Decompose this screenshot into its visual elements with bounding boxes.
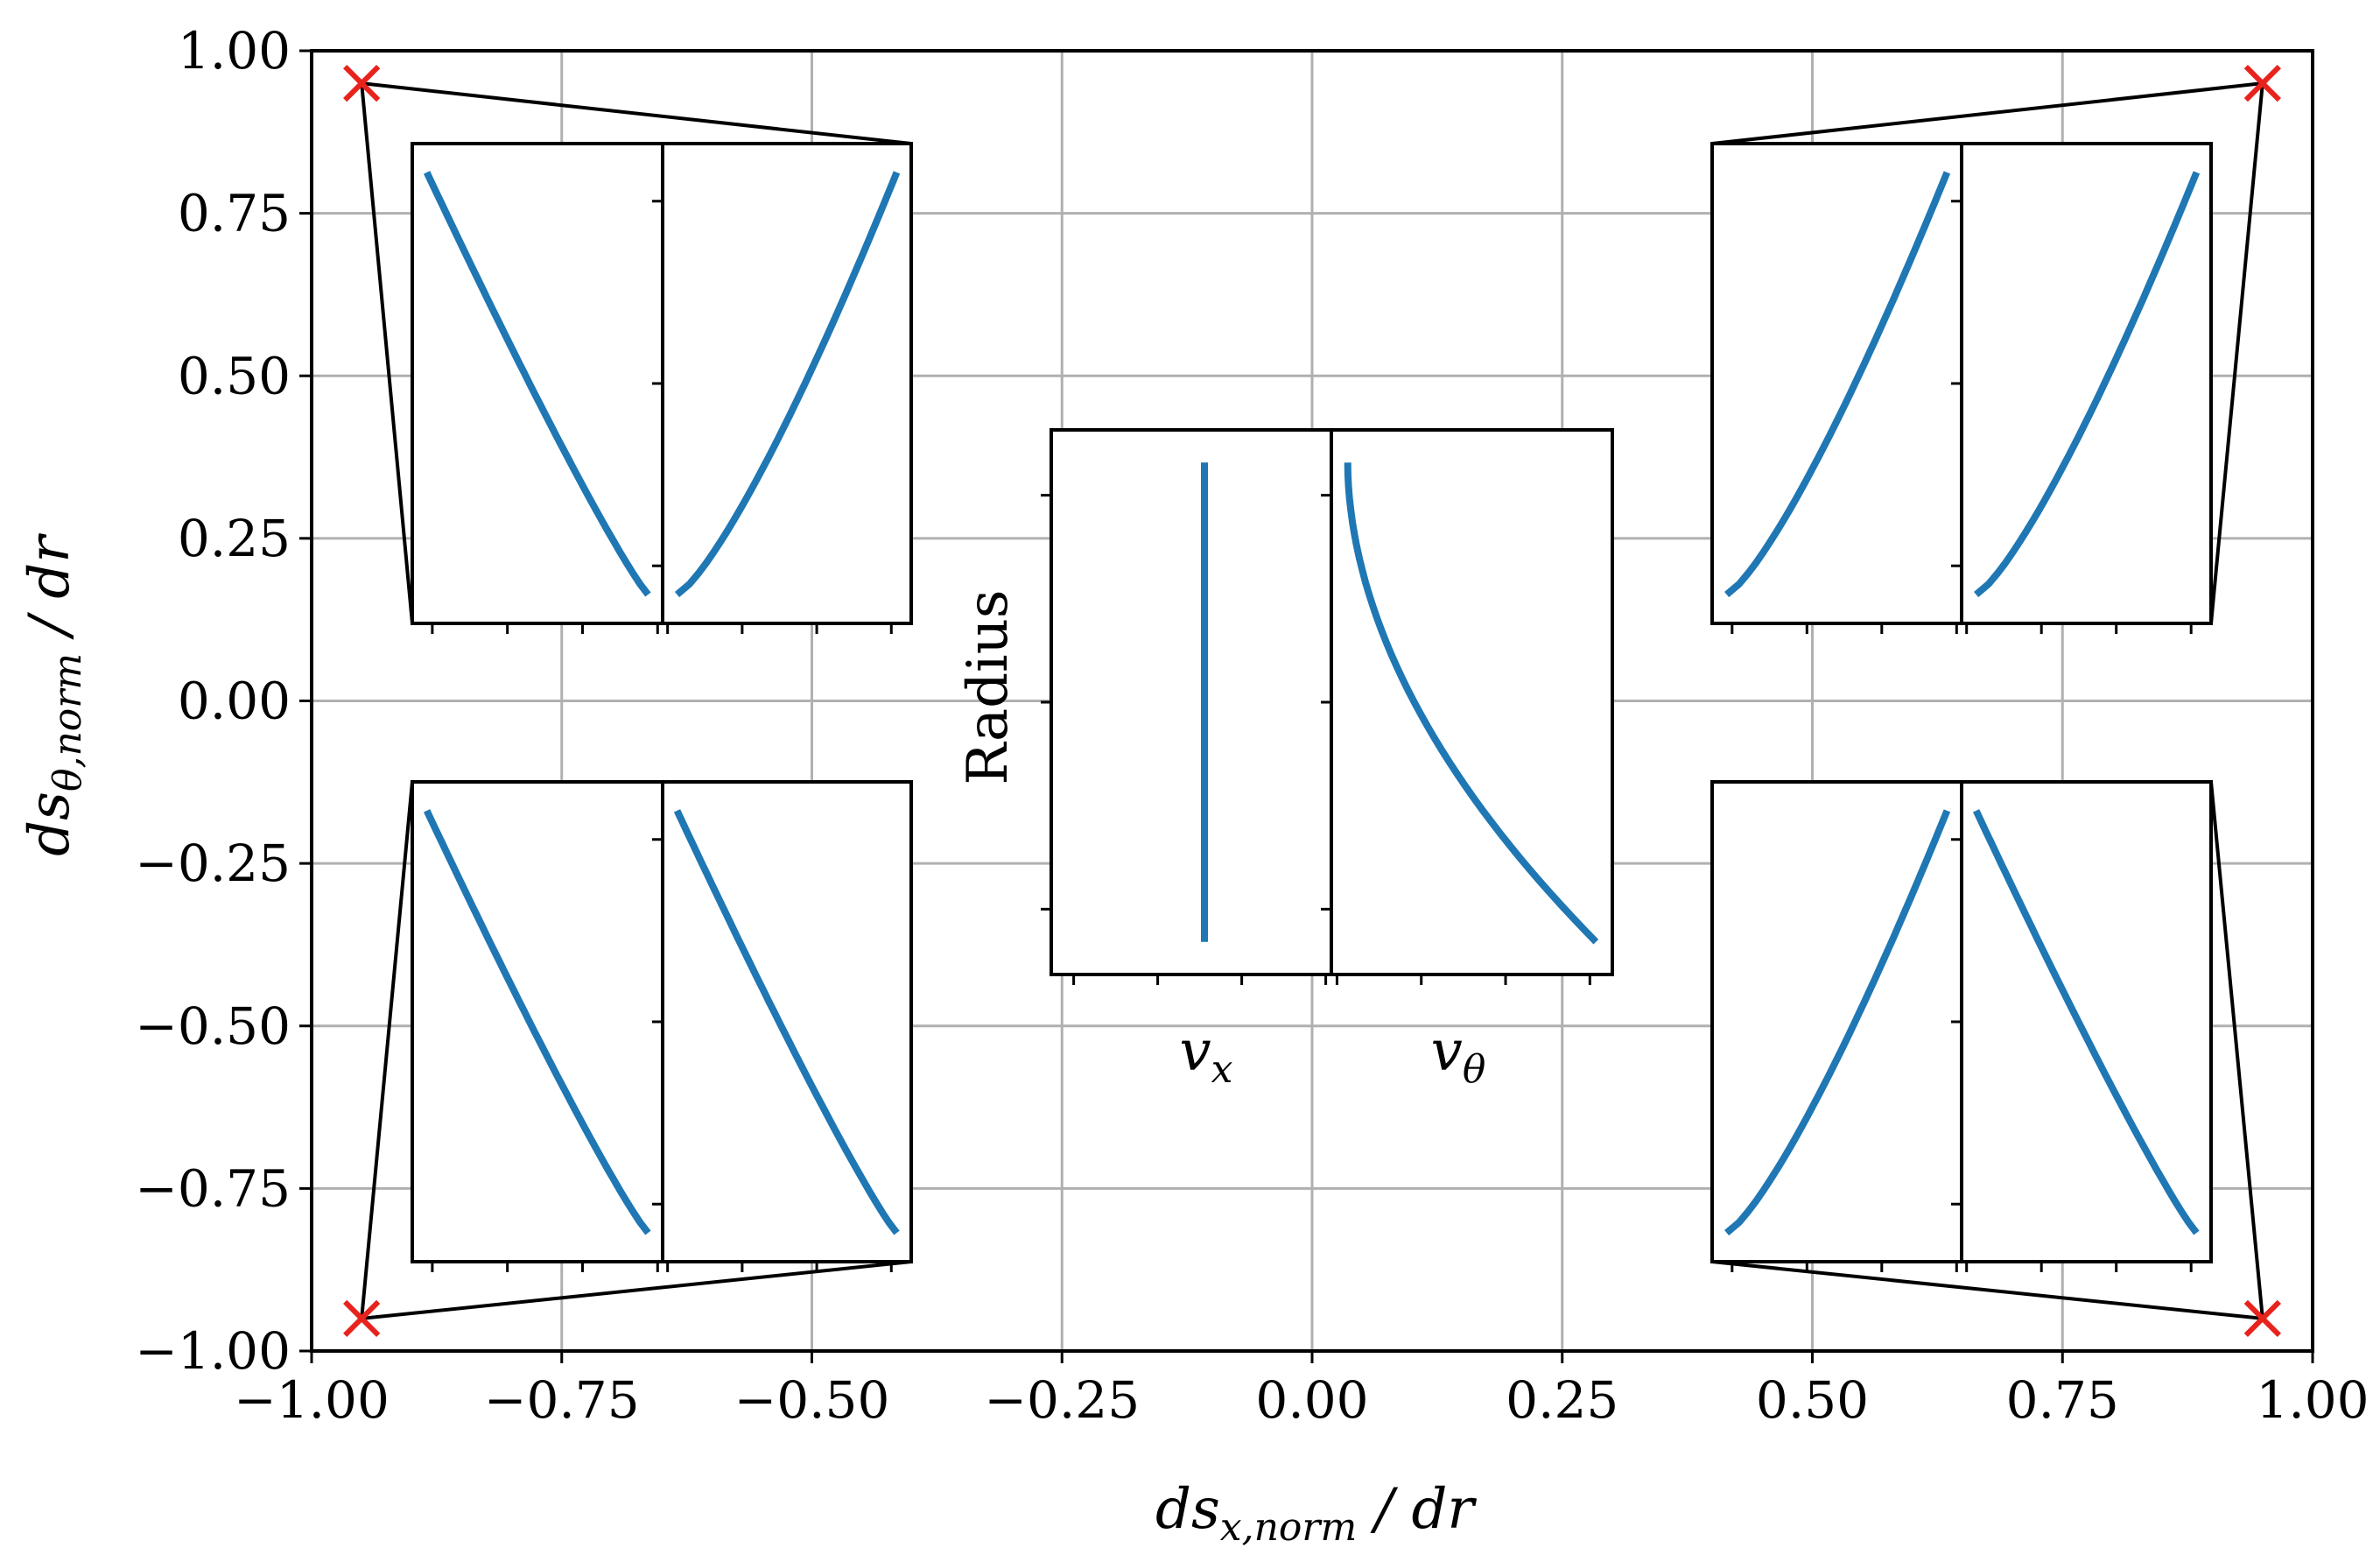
y-tick-label: −1.00 xyxy=(135,1321,291,1381)
inset-bottom-left xyxy=(411,780,913,1272)
y-tick-label: 0.00 xyxy=(178,672,291,731)
inset-connectors xyxy=(360,81,2264,1320)
x-tick-label: −1.00 xyxy=(234,1370,390,1430)
x-tick-label: 0.75 xyxy=(2006,1370,2119,1430)
inset-curve-vtheta xyxy=(673,809,900,1235)
inset-curve-vtheta xyxy=(1344,462,1599,945)
y-tick-label: 0.50 xyxy=(178,346,291,405)
center-inset-xlabel-vtheta: vθ xyxy=(1431,1019,1486,1092)
x-tick-label: 0.25 xyxy=(1506,1370,1618,1430)
y-tick-label: 0.75 xyxy=(178,184,291,243)
x-marker xyxy=(2243,1299,2281,1337)
y-tick-label: −0.50 xyxy=(135,996,291,1056)
connector-line xyxy=(360,781,414,1319)
connector-line xyxy=(361,81,912,145)
inset-curve-vtheta xyxy=(674,171,901,598)
svg-text:dsθ,norm / dr: dsθ,norm / dr xyxy=(18,533,90,856)
x-axis-title: dsx,norm / dr xyxy=(1155,1477,1477,1550)
x-tick-label: −0.50 xyxy=(734,1370,890,1430)
x-marker xyxy=(2243,65,2281,102)
y-tick-label: −0.75 xyxy=(135,1158,291,1218)
y-tick-label: −0.25 xyxy=(135,834,291,893)
inset-curve-vx xyxy=(423,809,651,1235)
x-marker-stroke xyxy=(343,65,381,102)
x-tick-label: −0.75 xyxy=(484,1370,640,1430)
x-marker-stroke xyxy=(343,1299,381,1337)
y-tick-label: 0.25 xyxy=(178,509,291,568)
inset-bottom-right xyxy=(1710,780,2213,1272)
inset-curve-vtheta xyxy=(1974,171,2201,598)
x-marker-stroke xyxy=(2243,1299,2281,1337)
x-marker xyxy=(343,65,381,102)
y-axis-title: dsθ,norm / dr xyxy=(18,533,90,856)
markers xyxy=(343,65,2281,1337)
inset-top-left xyxy=(411,142,913,634)
connector-line xyxy=(2209,781,2264,1319)
x-tick-label: 1.00 xyxy=(2256,1370,2369,1430)
x-tick-label: −0.25 xyxy=(984,1370,1140,1430)
axis-ticks: −1.00 −0.75 −0.50 −0.25 0.00 0.25 0.50 0.75 1.00… xyxy=(135,21,2369,1430)
inset-top-right xyxy=(1710,142,2213,634)
connector-line xyxy=(1711,1260,2264,1320)
center-inset-ylabel: Radius xyxy=(956,589,1021,785)
inset-curve-vx xyxy=(1724,809,1951,1236)
inset-curve-vx xyxy=(1724,171,1951,598)
x-marker-stroke xyxy=(2243,65,2281,102)
y-tick-label: 1.00 xyxy=(178,21,291,81)
inset-panels xyxy=(411,142,2213,1272)
x-tick-label: 0.00 xyxy=(1255,1370,1368,1430)
svg-text:dsx,norm / dr: dsx,norm / dr xyxy=(1155,1477,1477,1550)
inset-curve-vx xyxy=(423,171,651,597)
connector-line xyxy=(1711,81,2264,145)
x-marker xyxy=(343,1299,381,1337)
connector-line xyxy=(361,1260,912,1320)
center-inset-xlabel-vx: vx xyxy=(1180,1019,1233,1092)
inset-curve-vtheta xyxy=(1972,809,2200,1235)
connector-line xyxy=(360,82,414,624)
x-tick-label: 0.50 xyxy=(1756,1370,1869,1430)
connector-line xyxy=(2209,82,2264,624)
inset-center xyxy=(1041,428,1614,985)
